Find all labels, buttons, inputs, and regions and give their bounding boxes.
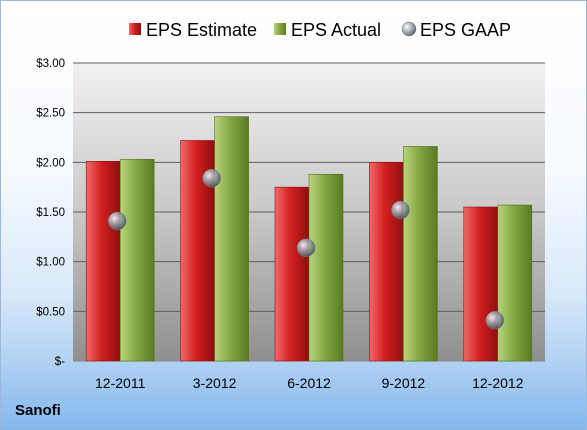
x-tick-label: 6-2012: [287, 375, 331, 391]
x-tick-label: 12-2011: [95, 375, 146, 391]
legend-eps-estimate-label: EPS Estimate: [146, 20, 257, 40]
y-tick-label: $-: [55, 356, 65, 368]
eps-actual-bar: [119, 159, 155, 362]
x-tick-label: 3-2012: [193, 375, 237, 391]
y-tick-label: $0.50: [36, 306, 65, 318]
eps-estimate-bar: [274, 186, 310, 362]
y-tick-label: $2.00: [36, 157, 65, 169]
eps-gaap-point: [202, 168, 221, 188]
x-tick-label: 9-2012: [382, 375, 426, 391]
eps-actual-bar: [308, 173, 344, 362]
company-name: Sanofi: [15, 402, 61, 419]
y-tick-label: $3.00: [36, 58, 65, 70]
eps-estimate-bar: [463, 206, 499, 362]
eps-gaap-point: [391, 200, 410, 220]
x-tick-label: 12-2012: [472, 375, 524, 391]
legend-eps-actual-label: EPS Actual: [291, 20, 381, 40]
eps-actual-bar: [403, 146, 438, 362]
eps-gaap-point: [296, 238, 316, 258]
legend-eps-gaap-swatch: [401, 21, 417, 37]
legend-eps-actual-swatch: [274, 23, 286, 35]
eps-gaap-point: [107, 211, 127, 231]
y-tick-label: $2.50: [36, 108, 65, 120]
legend-eps-estimate-swatch: [129, 23, 141, 35]
eps-actual-bar: [214, 116, 249, 362]
eps-estimate-bar: [369, 162, 404, 362]
eps-actual-bar: [497, 204, 533, 362]
legend-eps-gaap-label: EPS GAAP: [420, 20, 511, 40]
eps-gaap-point: [485, 311, 505, 330]
eps-estimate-bar: [85, 161, 121, 362]
y-tick-label: $1.00: [36, 257, 65, 269]
y-tick-label: $1.50: [36, 207, 65, 219]
